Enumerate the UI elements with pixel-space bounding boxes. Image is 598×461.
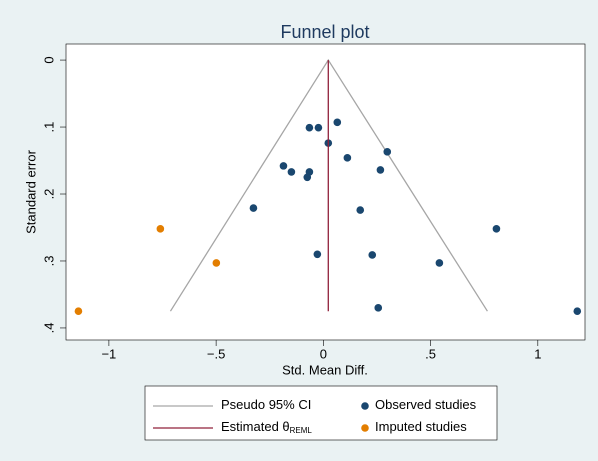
legend-label: Imputed studies [375, 419, 467, 434]
legend-label-text: Imputed studies [375, 419, 467, 434]
legend-label-text: Observed studies [375, 397, 477, 412]
legend-label-text: Pseudo 95% CI [221, 397, 311, 412]
point [279, 162, 288, 170]
x-axis-title: Std. Mean Diff. [282, 362, 368, 377]
point [74, 307, 83, 316]
point [356, 206, 365, 214]
point [314, 123, 323, 132]
point [435, 259, 444, 267]
x-tick-label: −1 [101, 346, 116, 361]
y-tick-label: .2 [41, 189, 56, 200]
point [249, 204, 258, 212]
legend-label-subscript: REML [290, 426, 313, 435]
point [156, 225, 165, 233]
x-tick-label: .5 [425, 346, 436, 361]
y-tick-label: .1 [41, 122, 56, 133]
point [368, 251, 377, 259]
legend [144, 385, 498, 441]
point [492, 225, 501, 233]
y-tick-label: .4 [41, 323, 56, 334]
legend-swatch [361, 424, 369, 432]
y-axis-title: Standard error [23, 149, 38, 233]
y-tick-label: 0 [41, 56, 56, 63]
point [303, 173, 312, 182]
point [333, 118, 342, 127]
x-tick-label: 1 [534, 346, 541, 361]
legend-label: Observed studies [375, 397, 477, 412]
x-tick-label: 0 [320, 346, 327, 361]
legend-label-text: Estimated θ [221, 419, 290, 434]
point [374, 304, 383, 312]
chart-title: Funnel plot [280, 22, 369, 42]
y-tick-label: .3 [41, 256, 56, 267]
point [383, 148, 392, 156]
point [376, 166, 385, 174]
legend-label: Estimated θREML [221, 419, 312, 435]
point [573, 307, 582, 316]
point [212, 259, 221, 267]
point [313, 250, 322, 259]
legend-label: Pseudo 95% CI [221, 397, 311, 412]
legend-swatch [361, 402, 369, 410]
plot-area [65, 43, 586, 341]
x-tick-label: −.5 [207, 346, 225, 361]
point [305, 123, 314, 132]
point [287, 168, 296, 176]
point [343, 154, 352, 162]
